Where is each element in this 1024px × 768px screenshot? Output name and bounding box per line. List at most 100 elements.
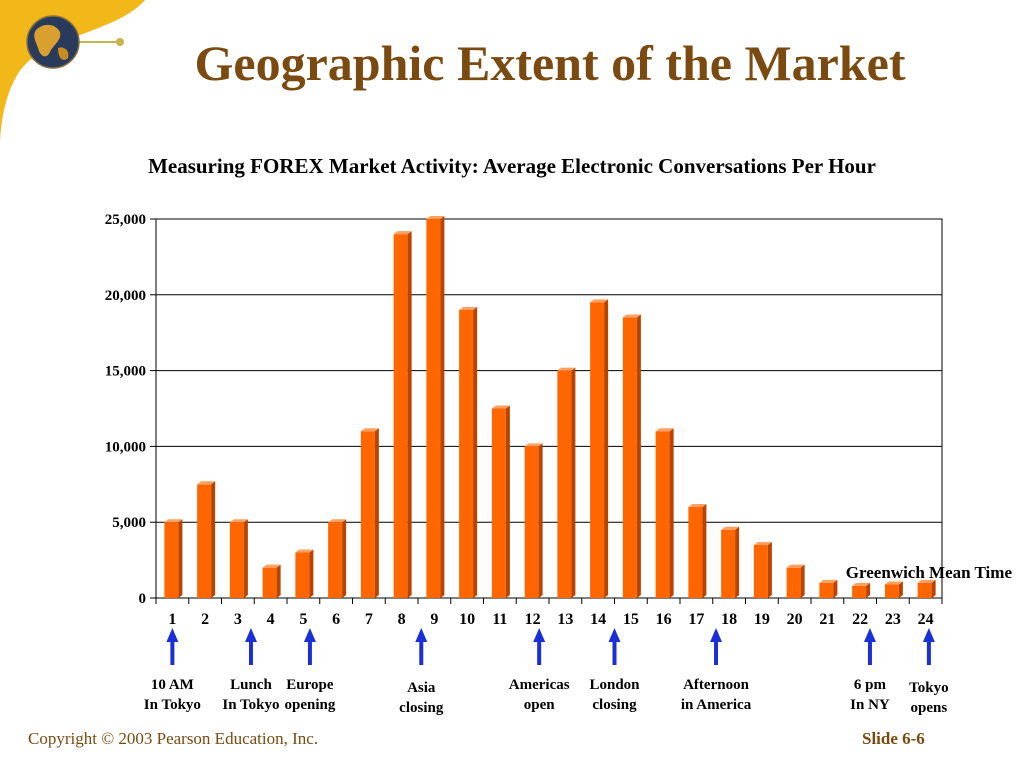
bar-face — [426, 219, 441, 598]
bar-top — [426, 216, 445, 219]
annotation-line: In Tokyo — [222, 697, 280, 713]
annotation-arrow — [710, 628, 723, 665]
bar — [197, 481, 216, 598]
annotation-line: In NY — [850, 697, 890, 713]
annotation-line: In Tokyo — [143, 697, 201, 713]
bar-top — [557, 367, 576, 371]
bar — [852, 582, 871, 598]
plot-area — [155, 218, 943, 599]
bar-face — [262, 567, 277, 598]
x-tick-label: 8 — [398, 611, 406, 628]
annotation-line: open — [523, 697, 555, 713]
bar-face — [622, 317, 637, 598]
decorative-corner — [0, 0, 145, 140]
bar-side — [800, 564, 805, 598]
bar-top — [295, 549, 314, 553]
bar-face — [459, 309, 474, 598]
bar-face — [819, 582, 834, 598]
bar — [164, 519, 183, 598]
bar — [655, 428, 674, 598]
slide-title: Geographic Extent of the Market — [194, 35, 906, 91]
bar-top — [328, 519, 347, 523]
y-tick-label: 0 — [139, 591, 147, 607]
bar-top — [884, 581, 903, 585]
bar-top — [360, 428, 379, 432]
annotation-line: Asia — [407, 680, 436, 696]
copyright-text: Copyright © 2003 Pearson Education, Inc. — [28, 729, 319, 748]
bar — [295, 549, 314, 598]
annotation-label: 6 pm In NY — [850, 675, 890, 715]
annotation-line: closing — [399, 700, 444, 716]
x-tick-label: 12 — [525, 611, 541, 628]
bar — [524, 443, 543, 598]
x-tick-label: 3 — [234, 611, 242, 628]
bar — [917, 579, 936, 598]
bar-face — [884, 584, 899, 598]
chart-title: Measuring FOREX Market Activity: Average… — [148, 154, 876, 178]
bar-side — [374, 428, 379, 598]
arrow-head — [710, 628, 723, 642]
x-tick-label: 14 — [590, 611, 606, 628]
slide-number: Slide 6-6 — [862, 729, 925, 748]
bar-top — [852, 582, 871, 586]
x-tick-label: 21 — [819, 611, 835, 628]
bar — [262, 564, 281, 598]
bar — [328, 519, 347, 598]
x-tick-label: 16 — [656, 611, 672, 628]
bar-face — [197, 484, 212, 598]
annotation-label: Americas open — [509, 675, 570, 715]
bar-face — [721, 529, 736, 598]
arrow-head — [415, 628, 428, 642]
arrow-head — [922, 628, 935, 642]
bar — [393, 231, 412, 598]
bar — [557, 367, 576, 598]
bar-side — [243, 519, 248, 598]
bar-face — [917, 582, 932, 598]
bar-side — [407, 231, 412, 598]
annotation-line: in America — [680, 697, 752, 713]
bar-top — [721, 526, 740, 530]
x-tick-label: 2 — [201, 611, 209, 628]
bar-top — [753, 541, 772, 545]
bar-side — [702, 504, 707, 598]
bar-top — [262, 564, 281, 568]
x-tick-label: 6 — [332, 611, 340, 628]
bar — [229, 519, 248, 598]
x-tick-label: 7 — [365, 611, 373, 628]
bar-side — [636, 314, 641, 598]
arrow-head — [608, 628, 621, 642]
x-axis-label: Greenwich Mean Time — [846, 563, 1013, 582]
x-tick-label: 19 — [754, 611, 770, 628]
arrow-head — [863, 628, 876, 642]
bar-face — [295, 552, 310, 598]
annotation-label: London closing — [589, 675, 639, 715]
annotation-line: Afternoon — [683, 677, 749, 693]
globe-icon — [26, 15, 80, 69]
annotation-line: opening — [284, 697, 336, 713]
bar-top — [197, 481, 216, 485]
bar-top — [164, 519, 183, 523]
bar — [721, 526, 740, 598]
bar-face — [164, 522, 179, 598]
annotation-label: 10 AM In Tokyo — [144, 675, 201, 715]
arrow-head — [166, 628, 179, 642]
y-tick-label: 5,000 — [112, 515, 146, 531]
bar-side — [866, 582, 871, 598]
bar-top — [459, 306, 478, 310]
bar-top — [819, 579, 838, 583]
bar-side — [604, 299, 609, 598]
annotation-arrow — [303, 628, 316, 665]
x-tick-label: 22 — [852, 611, 868, 628]
bar-side — [931, 579, 936, 598]
x-tick-label: 11 — [492, 611, 507, 628]
bar-top — [622, 314, 641, 318]
bar — [688, 504, 707, 598]
arrow-head — [303, 628, 316, 642]
annotation-arrow — [863, 628, 876, 665]
arrow-head — [533, 628, 546, 642]
bar — [884, 581, 903, 598]
annotation-arrow — [415, 628, 428, 665]
annotation-line: Europe — [286, 677, 334, 693]
annotation-line: Americas — [508, 677, 570, 693]
